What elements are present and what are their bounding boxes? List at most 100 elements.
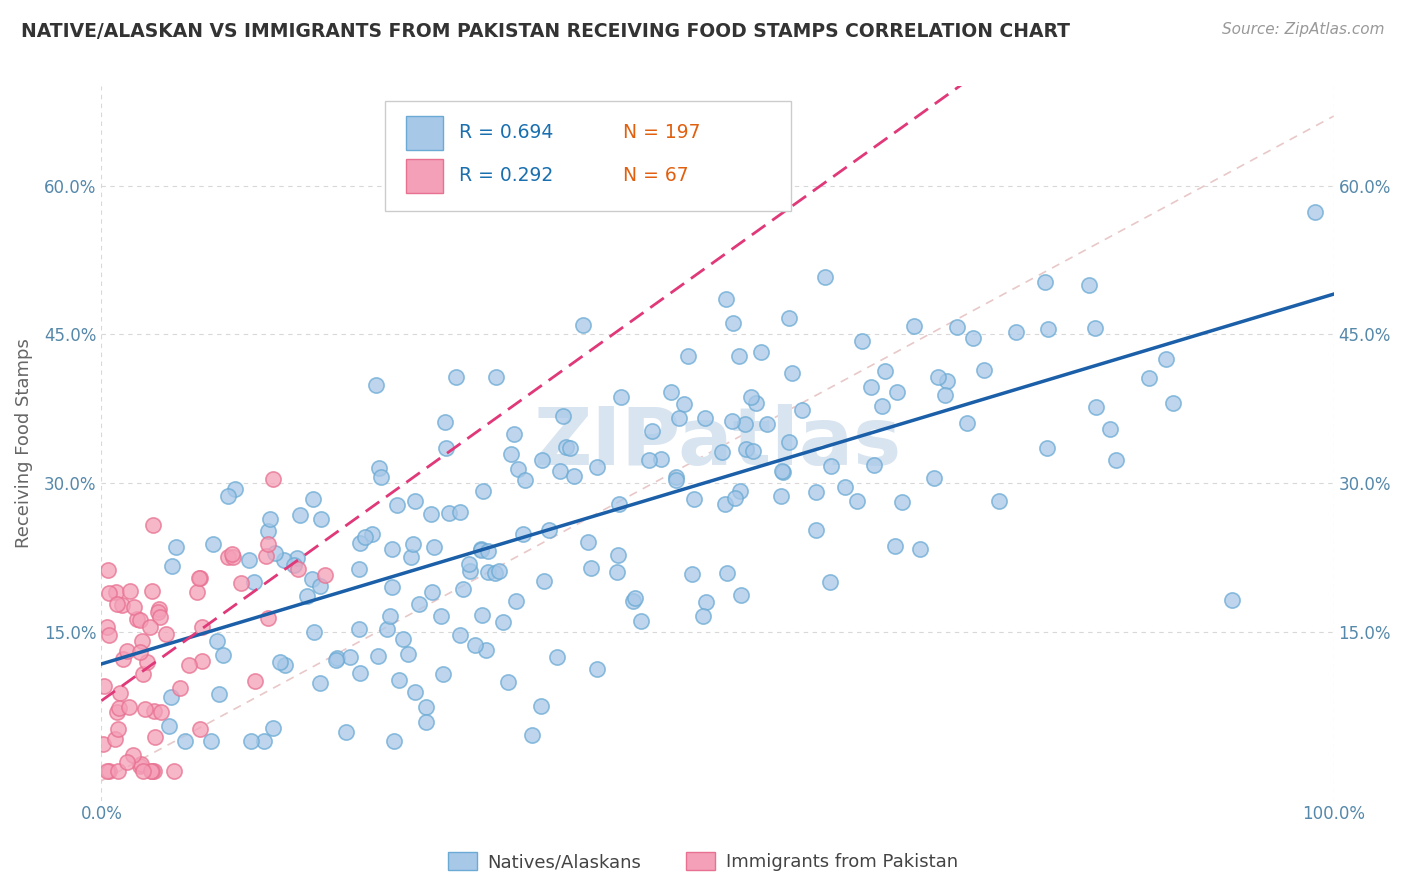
Point <box>434 442 457 456</box>
Point <box>301 492 323 507</box>
Point <box>860 380 883 394</box>
Point <box>349 562 371 576</box>
Point <box>492 615 515 630</box>
FancyBboxPatch shape <box>406 116 443 150</box>
Point <box>382 734 405 748</box>
Point <box>1163 396 1185 410</box>
Point <box>401 549 423 564</box>
Point <box>111 598 134 612</box>
Point <box>98 764 121 778</box>
Point <box>415 700 437 714</box>
Point <box>107 764 129 778</box>
Point <box>118 584 141 599</box>
Point <box>259 512 281 526</box>
Point <box>903 318 925 333</box>
Point <box>229 575 252 590</box>
Point <box>520 728 543 742</box>
Point <box>423 540 446 554</box>
Point <box>314 568 336 582</box>
Point <box>325 653 347 667</box>
Point <box>548 464 571 478</box>
Point <box>711 444 734 458</box>
Point <box>309 579 332 593</box>
Point <box>211 648 233 663</box>
Point <box>1099 421 1122 435</box>
Point <box>650 451 672 466</box>
Point <box>264 546 287 560</box>
Y-axis label: Receiving Food Stamps: Receiving Food Stamps <box>15 339 32 549</box>
Point <box>693 411 716 425</box>
Point <box>606 548 628 562</box>
Point <box>105 597 128 611</box>
Point <box>326 650 349 665</box>
Point <box>257 524 280 538</box>
Point <box>730 588 752 602</box>
Point <box>295 589 318 603</box>
Point <box>96 764 118 778</box>
Point <box>131 633 153 648</box>
Point <box>108 686 131 700</box>
Point <box>488 564 510 578</box>
Point <box>129 759 152 773</box>
Point <box>778 435 800 450</box>
Point <box>139 764 162 778</box>
Point <box>370 470 392 484</box>
Point <box>239 734 262 748</box>
Point <box>262 722 284 736</box>
Point <box>127 612 149 626</box>
Point <box>118 700 141 714</box>
Point <box>546 650 568 665</box>
Point <box>148 601 170 615</box>
Point <box>200 734 222 748</box>
Point <box>224 483 246 497</box>
Point <box>533 574 555 588</box>
Point <box>430 609 453 624</box>
Text: ZIPatlas: ZIPatlas <box>533 404 901 483</box>
Point <box>188 571 211 585</box>
Point <box>659 384 682 399</box>
Point <box>834 480 856 494</box>
Point <box>104 732 127 747</box>
Point <box>188 571 211 585</box>
Point <box>97 563 120 577</box>
Point <box>285 551 308 566</box>
Point <box>883 539 905 553</box>
Point <box>141 764 163 778</box>
Point <box>143 764 166 778</box>
Point <box>408 597 430 611</box>
Point <box>554 440 576 454</box>
Point <box>934 387 956 401</box>
Point <box>396 648 419 662</box>
Point <box>449 505 471 519</box>
Point <box>451 582 474 596</box>
Point <box>339 649 361 664</box>
Point <box>1085 400 1108 414</box>
Point <box>668 410 690 425</box>
Point <box>851 334 873 348</box>
Point <box>143 704 166 718</box>
Point <box>238 552 260 566</box>
Point <box>142 518 165 533</box>
Point <box>290 508 312 522</box>
Point <box>105 584 128 599</box>
Point <box>108 701 131 715</box>
Point <box>973 363 995 377</box>
Point <box>191 620 214 634</box>
Point <box>1154 351 1177 366</box>
Point <box>218 550 240 565</box>
Point <box>1004 326 1026 340</box>
Point <box>485 369 508 384</box>
Point <box>98 628 121 642</box>
Point <box>458 557 481 571</box>
Point <box>91 737 114 751</box>
Point <box>804 524 827 538</box>
Point <box>908 542 931 557</box>
Point <box>730 483 752 498</box>
Point <box>637 453 659 467</box>
Point <box>886 384 908 399</box>
Point <box>309 512 332 526</box>
Point <box>366 378 388 392</box>
Point <box>93 680 115 694</box>
Point <box>863 458 886 472</box>
Point <box>790 403 813 417</box>
